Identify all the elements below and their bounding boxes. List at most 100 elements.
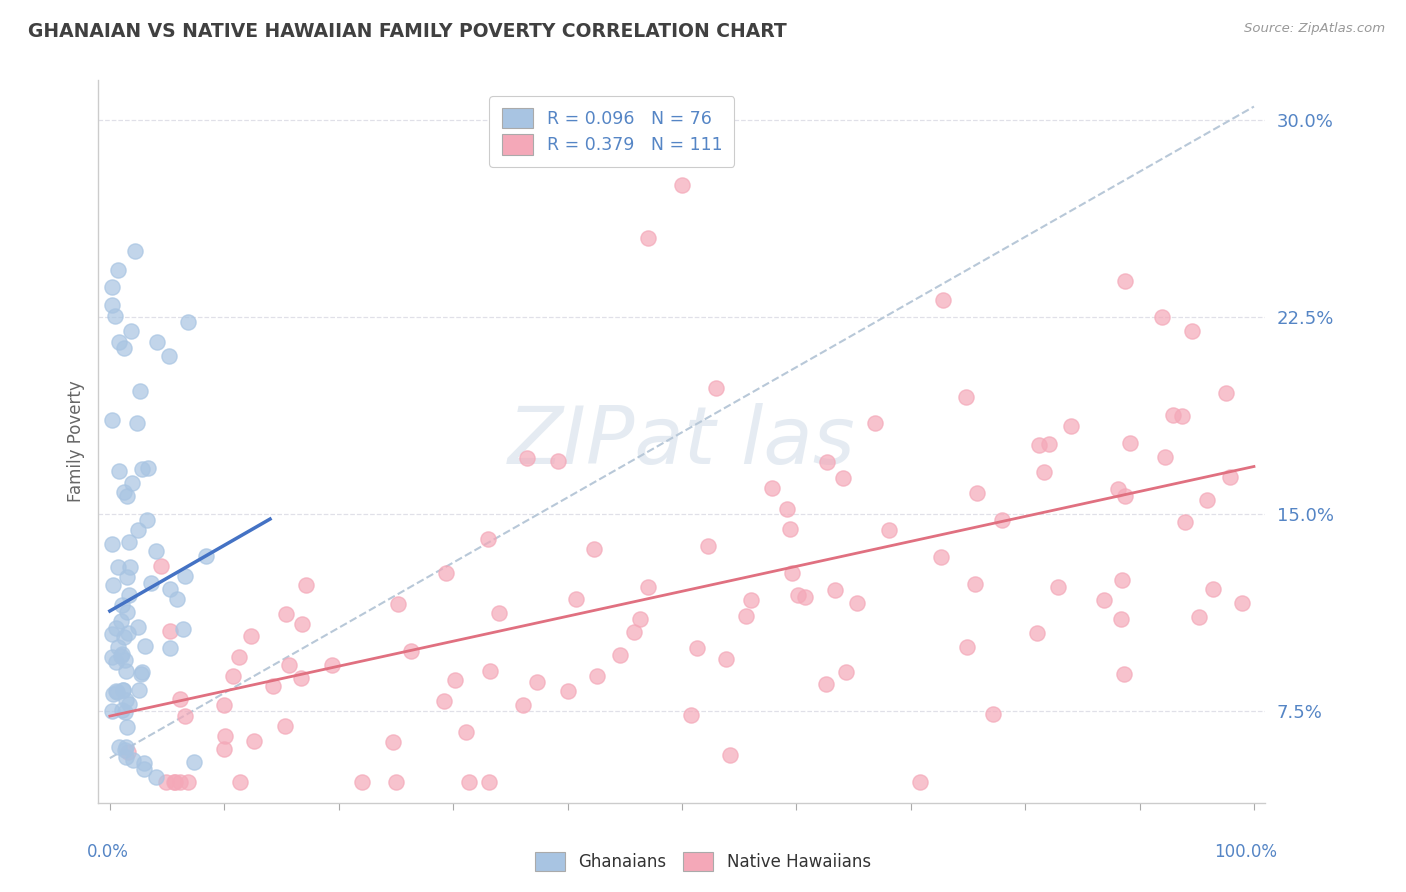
- Point: [1107, 482, 1129, 496]
- Legend: R = 0.096   N = 76, R = 0.379   N = 111: R = 0.096 N = 76, R = 0.379 N = 111: [489, 96, 734, 167]
- Point: [101, 413, 124, 427]
- Point: [1119, 436, 1142, 450]
- Point: [155, 774, 177, 789]
- Point: [478, 774, 501, 789]
- Point: [846, 596, 869, 610]
- Point: [145, 543, 167, 558]
- Point: [983, 706, 1005, 721]
- Point: [112, 682, 135, 697]
- Point: [1188, 610, 1211, 624]
- Point: [131, 462, 153, 476]
- Point: [103, 687, 125, 701]
- Point: [931, 549, 953, 564]
- Point: [229, 774, 252, 789]
- Point: [262, 679, 284, 693]
- Point: [108, 464, 131, 478]
- Point: [163, 774, 186, 789]
- Point: [145, 770, 167, 784]
- Point: [697, 539, 720, 553]
- Point: [434, 566, 457, 580]
- Point: [104, 309, 127, 323]
- Point: [352, 774, 374, 789]
- Text: 0.0%: 0.0%: [87, 843, 128, 861]
- Point: [1152, 310, 1174, 324]
- Point: [114, 653, 136, 667]
- Point: [101, 649, 124, 664]
- Text: Source: ZipAtlas.com: Source: ZipAtlas.com: [1244, 22, 1385, 36]
- Point: [512, 698, 534, 712]
- Point: [114, 693, 136, 707]
- Point: [761, 481, 783, 495]
- Point: [134, 640, 156, 654]
- Point: [955, 390, 977, 404]
- Point: [686, 640, 709, 655]
- Point: [908, 774, 931, 789]
- Point: [877, 523, 900, 537]
- Point: [169, 774, 191, 789]
- Point: [110, 598, 132, 612]
- Point: [290, 672, 312, 686]
- Point: [291, 616, 314, 631]
- Point: [787, 588, 810, 602]
- Point: [135, 513, 157, 527]
- Point: [128, 683, 150, 698]
- Point: [115, 750, 138, 764]
- Point: [586, 668, 609, 682]
- Point: [107, 640, 129, 654]
- Point: [321, 657, 343, 672]
- Point: [1114, 274, 1136, 288]
- Point: [117, 534, 139, 549]
- Point: [387, 597, 409, 611]
- Point: [815, 677, 838, 691]
- Point: [194, 549, 217, 563]
- Point: [131, 665, 153, 680]
- Legend: Ghanaians, Native Hawaiians: Ghanaians, Native Hawaiians: [527, 843, 879, 880]
- Point: [177, 774, 200, 789]
- Point: [103, 578, 125, 592]
- Point: [104, 683, 127, 698]
- Point: [110, 614, 132, 628]
- Point: [277, 658, 299, 673]
- Point: [127, 523, 149, 537]
- Point: [477, 532, 499, 546]
- Point: [159, 640, 181, 655]
- Point: [1038, 437, 1060, 451]
- Point: [117, 625, 139, 640]
- Y-axis label: Family Poverty: Family Poverty: [66, 381, 84, 502]
- Point: [381, 735, 404, 749]
- Point: [128, 384, 150, 398]
- Point: [1202, 582, 1225, 597]
- Point: [169, 692, 191, 706]
- Point: [149, 559, 172, 574]
- Point: [115, 490, 138, 504]
- Point: [557, 684, 579, 698]
- Point: [124, 244, 146, 259]
- Point: [609, 648, 631, 662]
- Point: [112, 630, 135, 644]
- Point: [780, 566, 803, 581]
- Point: [108, 740, 131, 755]
- Text: GHANAIAN VS NATIVE HAWAIIAN FAMILY POVERTY CORRELATION CHART: GHANAIAN VS NATIVE HAWAIIAN FAMILY POVER…: [28, 22, 787, 41]
- Point: [1026, 626, 1049, 640]
- Point: [104, 621, 127, 635]
- Point: [671, 178, 693, 193]
- Point: [628, 612, 651, 626]
- Point: [240, 629, 263, 643]
- Point: [526, 675, 548, 690]
- Point: [718, 747, 741, 762]
- Point: [966, 486, 988, 500]
- Point: [385, 774, 408, 789]
- Point: [112, 682, 135, 697]
- Point: [776, 501, 799, 516]
- Point: [714, 652, 737, 666]
- Point: [159, 624, 181, 638]
- Point: [105, 685, 128, 699]
- Point: [118, 559, 141, 574]
- Point: [458, 774, 481, 789]
- Text: ZIPat las: ZIPat las: [508, 402, 856, 481]
- Point: [1047, 580, 1070, 594]
- Point: [115, 720, 138, 734]
- Point: [623, 625, 645, 640]
- Point: [832, 471, 855, 485]
- Point: [115, 740, 138, 755]
